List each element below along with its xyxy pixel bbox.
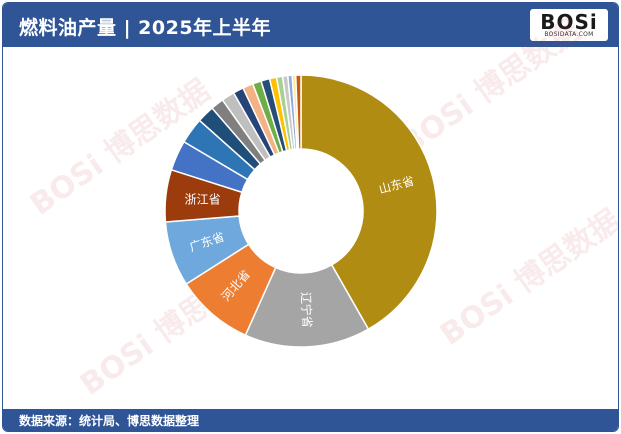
logo-subtext: BOSIDATA.COM [544,31,594,38]
slice-19 [294,74,302,150]
slice-label-1: 辽宁省 [298,291,315,328]
slice-label-4: 浙江省 [185,192,221,206]
slice-0 [300,74,438,331]
brand-logo: BOSi BOSIDATA.COM [530,9,608,41]
header-bar: 燃料油产量 | 2025年上半年 BOSi BOSIDATA.COM [3,3,618,47]
footer-bar: 数据来源：统计局、博思数据整理 [3,409,618,431]
logo-text: BOSi [540,10,598,34]
slice-1 [244,263,370,348]
chart-title: 燃料油产量 | 2025年上半年 [19,17,272,39]
source-note: 数据来源：统计局、博思数据整理 [19,414,200,428]
